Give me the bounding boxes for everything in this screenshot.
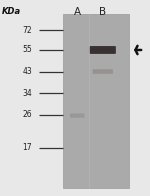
Text: 72: 72: [23, 26, 32, 35]
FancyBboxPatch shape: [93, 69, 113, 74]
Text: A: A: [74, 7, 81, 17]
Text: B: B: [99, 7, 106, 17]
Text: 17: 17: [23, 143, 32, 152]
Text: 55: 55: [22, 45, 32, 54]
Text: 43: 43: [22, 67, 32, 76]
Text: 26: 26: [23, 110, 32, 119]
FancyBboxPatch shape: [70, 113, 84, 118]
FancyBboxPatch shape: [90, 46, 116, 54]
Text: 34: 34: [22, 89, 32, 98]
Text: KDa: KDa: [2, 7, 21, 16]
Bar: [63, 14, 129, 188]
